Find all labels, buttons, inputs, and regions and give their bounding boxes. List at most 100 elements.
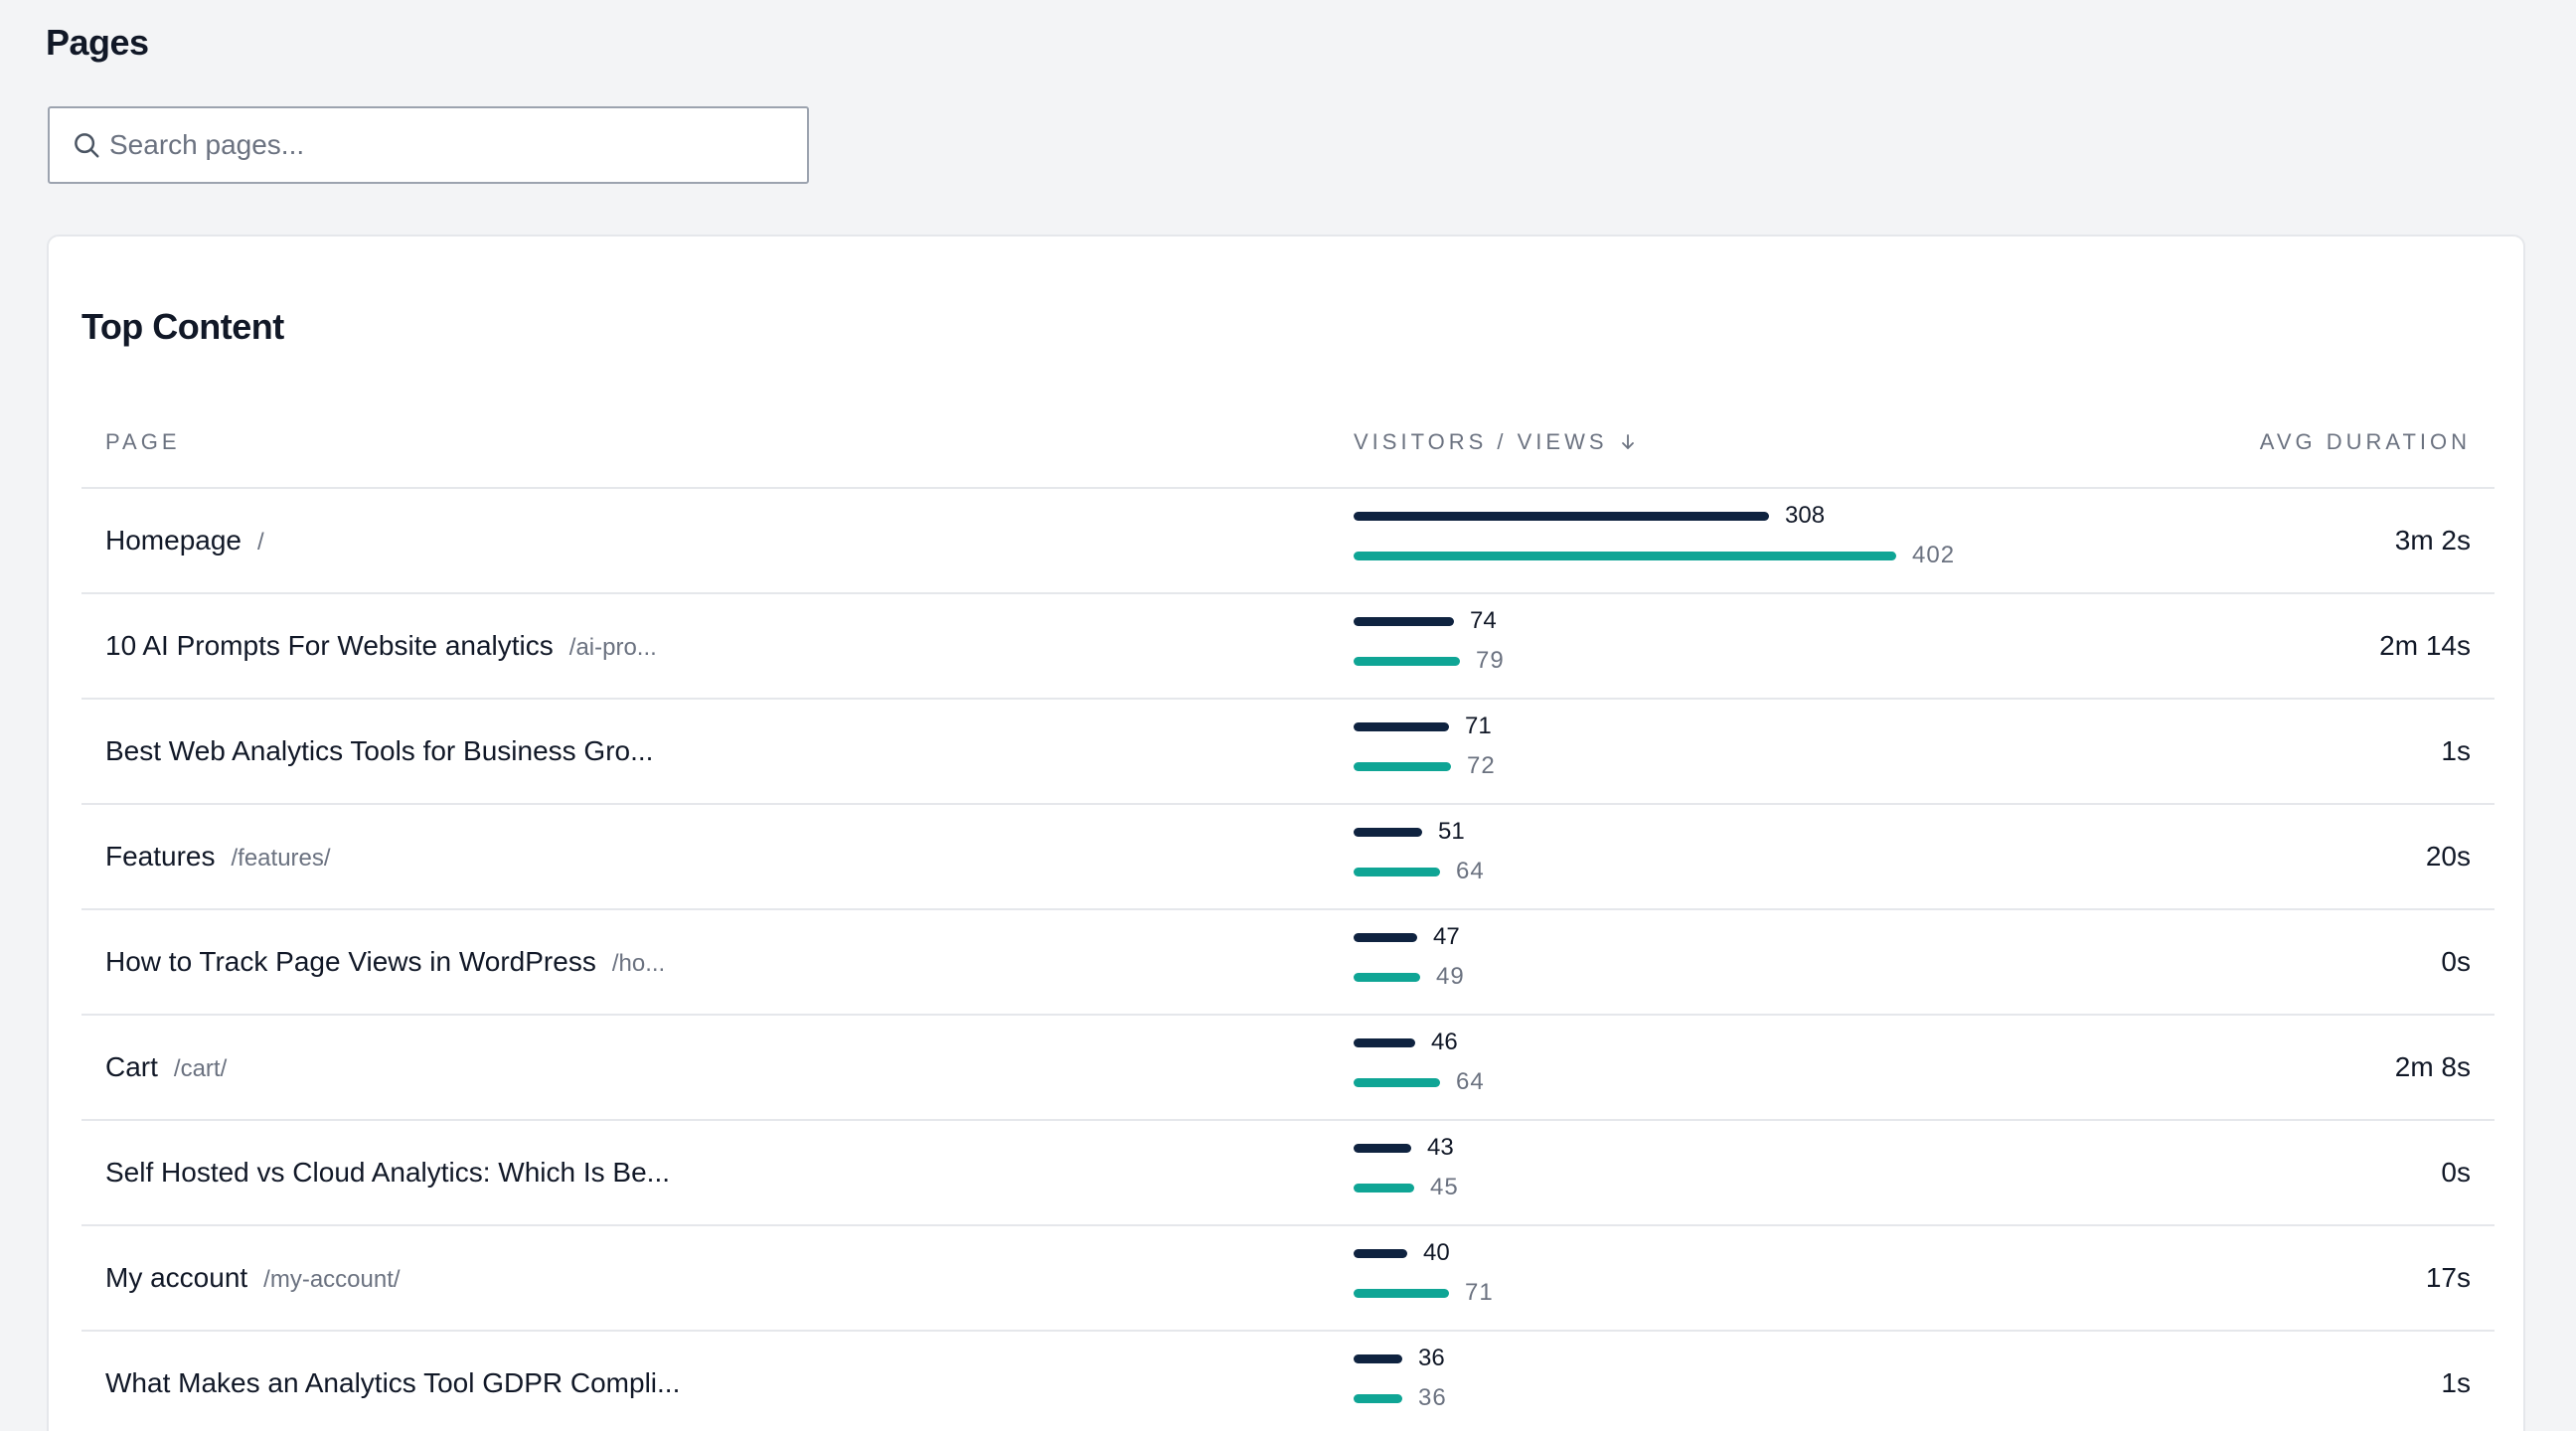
table-row[interactable]: How to Track Page Views in WordPress/ho.… — [81, 910, 2495, 1016]
visitors-bar — [1354, 721, 1449, 731]
avg-duration-value: 20s — [2425, 841, 2471, 872]
views-value: 49 — [1436, 963, 1465, 990]
visitors-value: 74 — [1470, 607, 1497, 634]
page-title-cell[interactable]: Homepage / — [105, 525, 264, 556]
visitors-bar — [1354, 616, 1454, 626]
visitors-line: 36 — [1354, 1344, 1445, 1373]
visitors-value: 71 — [1465, 713, 1492, 739]
views-line: 36 — [1354, 1383, 1447, 1413]
avg-duration-value: 3m 2s — [2394, 525, 2471, 556]
views-value: 79 — [1476, 647, 1505, 674]
views-value: 64 — [1456, 1068, 1485, 1095]
page-title-cell[interactable]: Features/features/ — [105, 841, 331, 873]
visitors-views-cell: 36 36 — [1354, 1332, 2049, 1431]
table-row[interactable]: 10 AI Prompts For Website analytics/ai-p… — [81, 594, 2495, 700]
views-line: 72 — [1354, 751, 1496, 781]
page-title-cell[interactable]: Self Hosted vs Cloud Analytics: Which Is… — [105, 1157, 670, 1189]
visitors-line: 47 — [1354, 922, 1460, 952]
visitors-views-cell: 74 79 — [1354, 594, 2049, 698]
top-content-card: Top Content PAGE VISITORS / VIEWS AVG DU… — [47, 235, 2525, 1431]
visitors-value: 46 — [1431, 1029, 1458, 1055]
avg-duration-value: 1s — [2441, 1367, 2471, 1398]
search-input[interactable] — [109, 108, 807, 182]
page-name: How to Track Page Views in WordPress — [105, 946, 596, 977]
page-path: /my-account/ — [263, 1266, 401, 1293]
page-path: /ai-pro... — [568, 634, 657, 661]
visitors-bar — [1354, 1143, 1411, 1153]
page-title-cell[interactable]: 10 AI Prompts For Website analytics/ai-p… — [105, 630, 657, 662]
page-title-cell[interactable]: Cart/cart/ — [105, 1051, 227, 1083]
page-name: 10 AI Prompts For Website analytics — [105, 630, 554, 661]
avg-duration-value: 1s — [2441, 735, 2471, 766]
table-body: Homepage / 308 402 3m 2s 10 AI Prompts For We… — [81, 489, 2495, 1431]
views-bar — [1354, 1288, 1449, 1298]
page-path: /features/ — [231, 845, 331, 872]
visitors-bar — [1354, 511, 1769, 521]
page-name: What Makes an Analytics Tool GDPR Compli… — [105, 1367, 681, 1398]
visitors-views-cell: 40 71 — [1354, 1226, 2049, 1330]
table-header: PAGE VISITORS / VIEWS AVG DURATION — [81, 401, 2495, 489]
visitors-views-cell: 308 402 — [1354, 489, 2049, 592]
visitors-line: 71 — [1354, 712, 1492, 741]
views-bar — [1354, 1393, 1402, 1403]
visitors-bar — [1354, 827, 1422, 837]
views-bar — [1354, 761, 1451, 771]
page-title-cell[interactable]: My account/my-account/ — [105, 1262, 401, 1294]
table-row[interactable]: My account/my-account/40 71 17s — [81, 1226, 2495, 1332]
visitors-value: 308 — [1785, 502, 1826, 529]
visitors-views-cell: 47 49 — [1354, 910, 2049, 1014]
visitors-line: 308 — [1354, 501, 1825, 531]
page-name: My account — [105, 1262, 248, 1293]
column-header-avg-duration: AVG DURATION — [2259, 429, 2471, 454]
page-title-cell[interactable]: Best Web Analytics Tools for Business Gr… — [105, 735, 653, 767]
visitors-line: 46 — [1354, 1028, 1458, 1057]
views-bar — [1354, 972, 1420, 982]
views-value: 64 — [1456, 858, 1485, 884]
avg-duration-value: 17s — [2425, 1262, 2471, 1293]
views-bar — [1354, 656, 1460, 666]
search-box[interactable] — [48, 106, 809, 184]
table-row[interactable]: Best Web Analytics Tools for Business Gr… — [81, 700, 2495, 805]
avg-duration-value: 0s — [2441, 946, 2471, 977]
column-header-visitors-views[interactable]: VISITORS / VIEWS — [1354, 429, 1638, 455]
views-bar — [1354, 551, 1896, 560]
visitors-value: 43 — [1427, 1134, 1454, 1161]
visitors-bar — [1354, 1248, 1407, 1258]
views-line: 402 — [1354, 541, 1955, 570]
column-header-page: PAGE — [105, 429, 181, 454]
page-title-cell[interactable]: What Makes an Analytics Tool GDPR Compli… — [105, 1367, 680, 1399]
views-value: 45 — [1430, 1174, 1459, 1200]
page-name: Cart — [105, 1051, 158, 1082]
views-line: 64 — [1354, 1067, 1485, 1097]
views-value: 71 — [1465, 1279, 1494, 1306]
visitors-line: 40 — [1354, 1238, 1450, 1268]
views-line: 71 — [1354, 1278, 1494, 1308]
visitors-bar — [1354, 932, 1417, 942]
page-name: Features — [105, 841, 216, 872]
page-title-cell[interactable]: How to Track Page Views in WordPress/ho.… — [105, 946, 665, 978]
page-name: Homepage — [105, 525, 242, 556]
views-line: 79 — [1354, 646, 1505, 676]
avg-duration-value: 2m 14s — [2379, 630, 2471, 661]
views-bar — [1354, 867, 1440, 876]
table-row[interactable]: Self Hosted vs Cloud Analytics: Which Is… — [81, 1121, 2495, 1226]
views-bar — [1354, 1183, 1414, 1192]
table-row[interactable]: What Makes an Analytics Tool GDPR Compli… — [81, 1332, 2495, 1431]
views-line: 49 — [1354, 962, 1465, 992]
table-row[interactable]: Homepage / 308 402 3m 2s — [81, 489, 2495, 594]
card-title: Top Content — [81, 306, 284, 347]
visitors-value: 40 — [1423, 1239, 1450, 1266]
page-path: / — [256, 529, 264, 556]
avg-duration-value: 2m 8s — [2394, 1051, 2471, 1082]
visitors-line: 51 — [1354, 817, 1465, 847]
views-value: 72 — [1467, 752, 1496, 779]
visitors-views-cell: 51 64 — [1354, 805, 2049, 908]
search-icon — [75, 133, 99, 158]
views-value: 36 — [1418, 1384, 1447, 1411]
table-row[interactable]: Cart/cart/46 64 2m 8s — [81, 1016, 2495, 1121]
page-name: Self Hosted vs Cloud Analytics: Which Is… — [105, 1157, 671, 1188]
visitors-bar — [1354, 1037, 1415, 1047]
table-row[interactable]: Features/features/51 64 20s — [81, 805, 2495, 910]
visitors-line: 74 — [1354, 606, 1497, 636]
